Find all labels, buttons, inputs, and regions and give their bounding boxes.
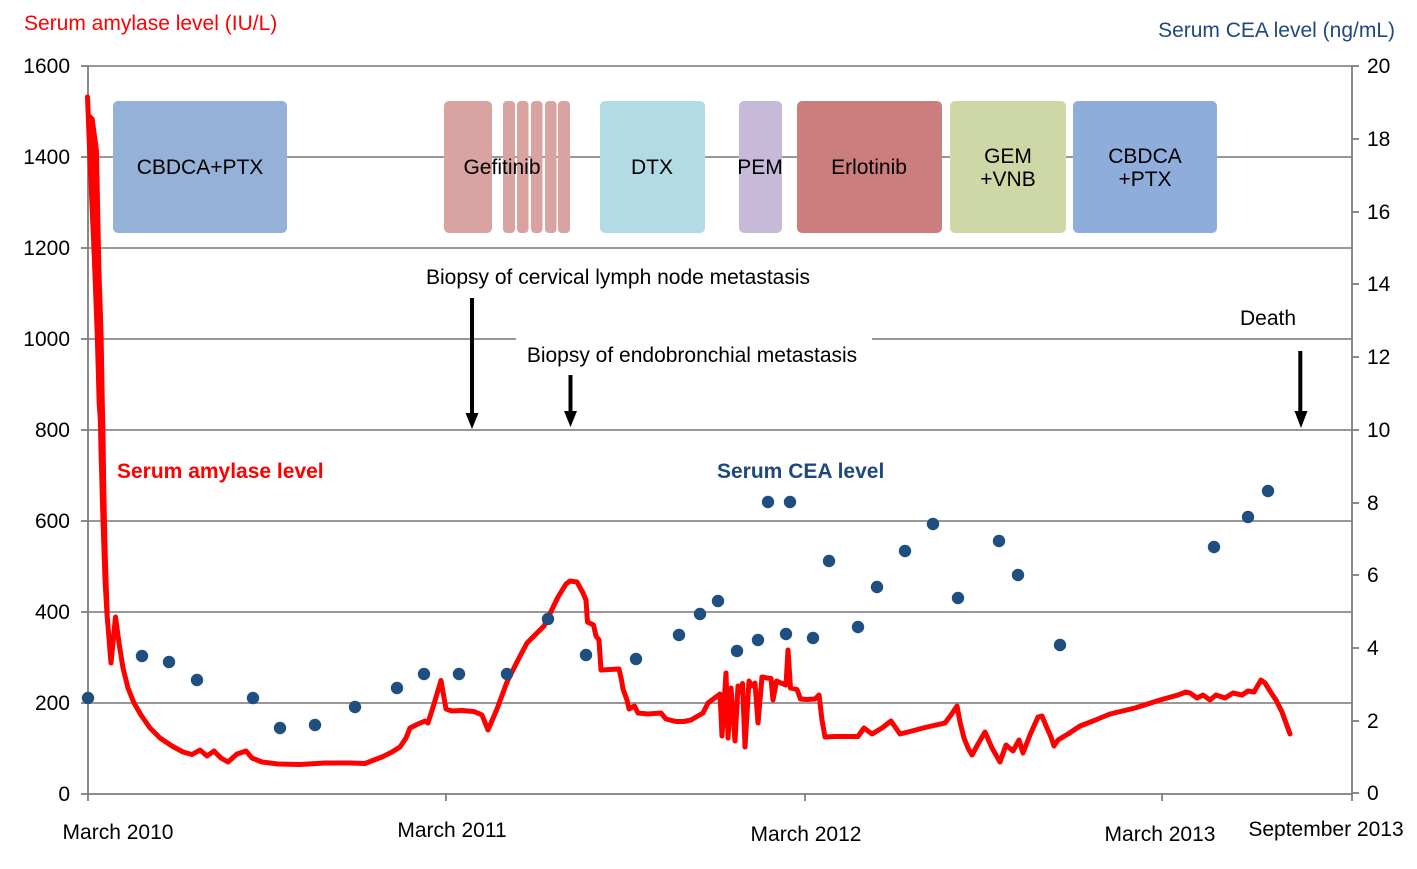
svg-text:March 2012: March 2012 bbox=[751, 823, 862, 846]
svg-text:2: 2 bbox=[1367, 710, 1379, 733]
svg-text:6: 6 bbox=[1367, 564, 1379, 587]
svg-text:Gefitinib: Gefitinib bbox=[463, 156, 540, 179]
svg-text:1600: 1600 bbox=[23, 55, 70, 78]
svg-text:12: 12 bbox=[1367, 346, 1390, 369]
svg-text:1000: 1000 bbox=[23, 328, 70, 351]
svg-text:1400: 1400 bbox=[23, 146, 70, 169]
svg-text:Serum CEA level (ng/mL): Serum CEA level (ng/mL) bbox=[1158, 19, 1395, 42]
svg-text:800: 800 bbox=[35, 419, 70, 442]
svg-text:+VNB: +VNB bbox=[980, 168, 1035, 191]
svg-text:Biopsy of endobronchial metast: Biopsy of endobronchial metastasis bbox=[527, 344, 857, 367]
svg-text:+PTX: +PTX bbox=[1118, 168, 1171, 191]
svg-text:0: 0 bbox=[1367, 782, 1379, 805]
svg-text:0: 0 bbox=[58, 783, 70, 806]
svg-text:Erlotinib: Erlotinib bbox=[831, 156, 907, 179]
svg-text:10: 10 bbox=[1367, 419, 1390, 442]
svg-text:CBDCA+PTX: CBDCA+PTX bbox=[137, 156, 264, 179]
svg-text:600: 600 bbox=[35, 510, 70, 533]
svg-text:CBDCA: CBDCA bbox=[1108, 145, 1182, 168]
svg-text:200: 200 bbox=[35, 692, 70, 715]
svg-text:Biopsy of cervical lymph node: Biopsy of cervical lymph node metastasis bbox=[426, 266, 810, 289]
svg-text:14: 14 bbox=[1367, 273, 1391, 296]
svg-text:Serum amylase level (IU/L): Serum amylase level (IU/L) bbox=[24, 12, 277, 35]
svg-text:DTX: DTX bbox=[631, 156, 673, 179]
svg-text:Serum CEA level: Serum CEA level bbox=[717, 460, 884, 483]
svg-text:PEM: PEM bbox=[737, 156, 783, 179]
svg-text:18: 18 bbox=[1367, 128, 1390, 151]
svg-text:GEM: GEM bbox=[984, 145, 1032, 168]
svg-text:8: 8 bbox=[1367, 492, 1379, 515]
svg-text:16: 16 bbox=[1367, 201, 1390, 224]
svg-text:March 2013: March 2013 bbox=[1105, 823, 1216, 846]
svg-text:4: 4 bbox=[1367, 637, 1379, 660]
svg-text:1200: 1200 bbox=[23, 237, 70, 260]
svg-text:400: 400 bbox=[35, 601, 70, 624]
svg-text:March 2011: March 2011 bbox=[397, 819, 506, 842]
svg-text:March 2010: March 2010 bbox=[63, 821, 174, 844]
svg-text:Death: Death bbox=[1240, 307, 1296, 330]
svg-text:September 2013: September 2013 bbox=[1248, 818, 1403, 841]
svg-text:20: 20 bbox=[1367, 55, 1390, 78]
svg-text:Serum amylase level: Serum amylase level bbox=[117, 460, 324, 483]
